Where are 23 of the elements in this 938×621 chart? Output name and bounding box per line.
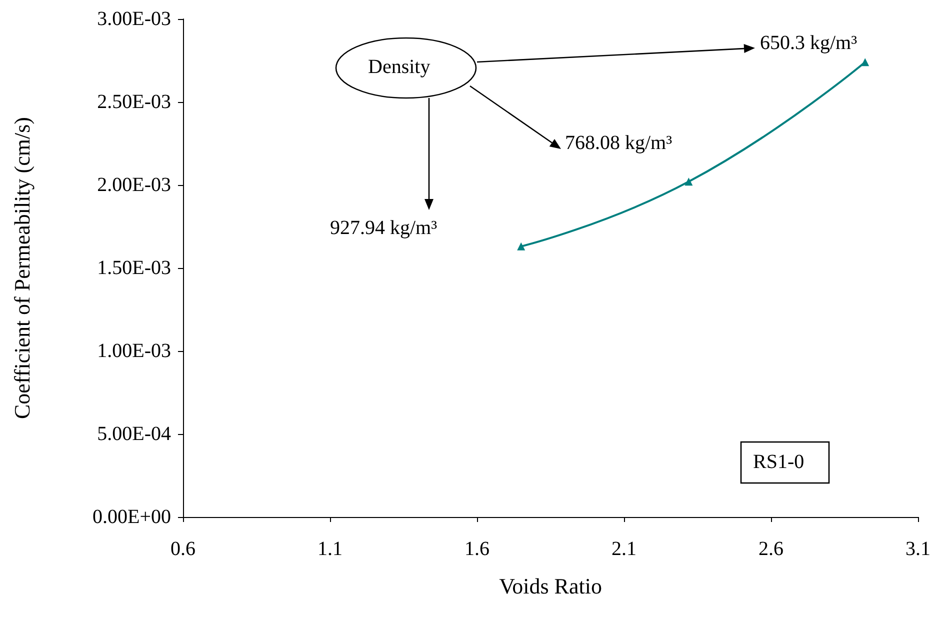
annotation: 927.94 kg/m³ [330, 217, 438, 239]
x-axis-title: Voids Ratio [499, 574, 602, 598]
x-tick-label: 3.1 [906, 538, 930, 560]
y-tick-label: 1.50E-03 [97, 257, 171, 279]
point [861, 58, 870, 66]
x-tick-label: 1.6 [464, 538, 490, 560]
annotation: 768.08 kg/m³ [565, 132, 672, 154]
x-tick-label: 2.6 [758, 538, 784, 560]
y-tick-label: 1.00E-03 [97, 340, 171, 362]
y-axis-title: Coefficient of Permeability (cm/s) [10, 116, 34, 420]
x-tick-label: 0.6 [170, 538, 196, 560]
y-tick-label: 5.00E-04 [97, 423, 171, 445]
y-tick-label: 2.00E-03 [97, 174, 171, 196]
annotation: Density [368, 56, 430, 78]
annotation: 650.3 kg/m³ [760, 32, 858, 54]
x-tick-label: 1.1 [318, 538, 342, 560]
y-tick-label: 0.00E+00 [92, 506, 171, 528]
annotation: RS1-0 [753, 451, 804, 473]
y-tick-label: 2.50E-03 [97, 91, 171, 113]
point [684, 178, 693, 186]
x-tick-label: 2.1 [612, 538, 636, 560]
y-tick-label: 3.00E-03 [97, 8, 171, 30]
point [517, 242, 526, 250]
